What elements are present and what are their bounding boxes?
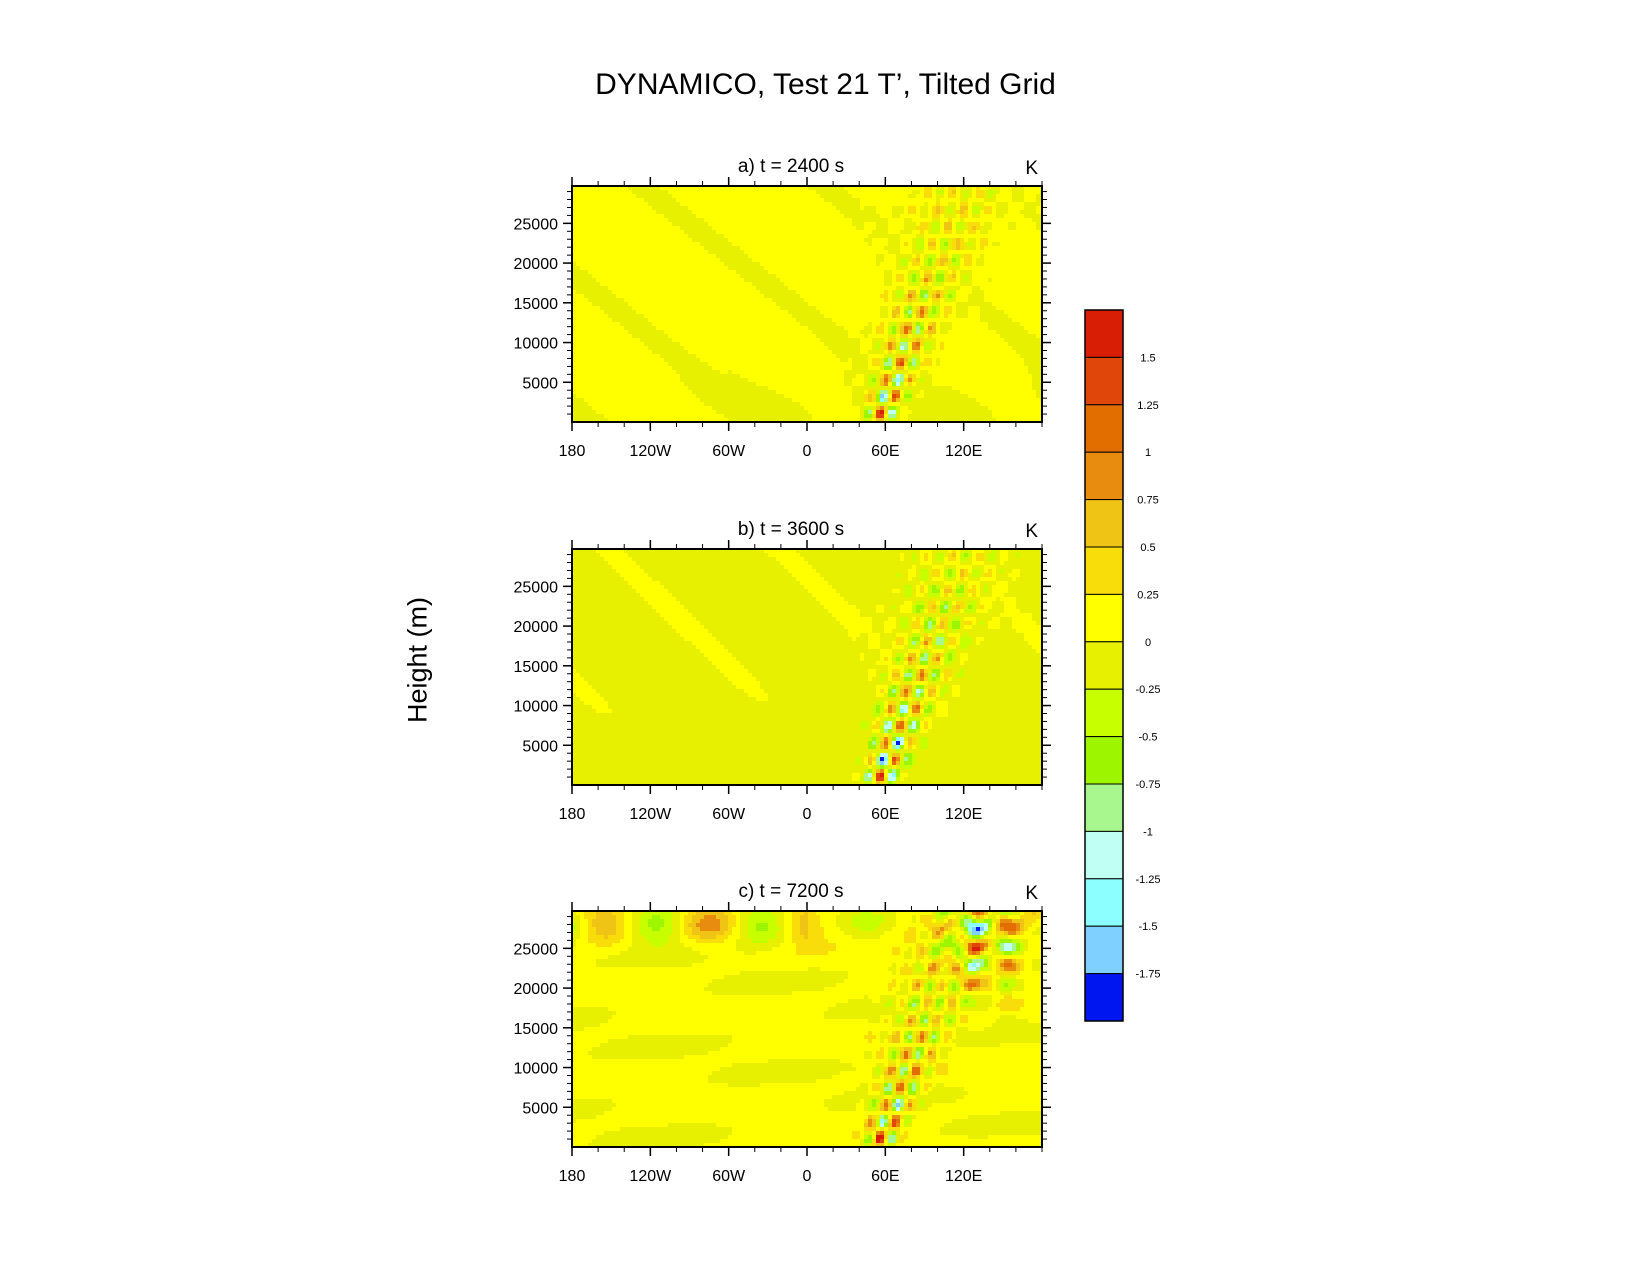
x-tick-label: 60W — [712, 806, 746, 823]
colorbar-label: -1.5 — [1139, 921, 1158, 933]
colorbar-swatch — [1084, 925, 1124, 975]
x-tick-label: 60W — [712, 443, 746, 460]
colorbar-label: 1.25 — [1137, 400, 1158, 412]
contour-field — [572, 549, 1042, 785]
colorbar-label: 1 — [1145, 447, 1151, 459]
x-tick-label: 60E — [871, 1168, 899, 1185]
x-tick-label: 120W — [629, 443, 672, 460]
x-tick-label: 0 — [803, 443, 812, 460]
x-tick-label: 180 — [559, 806, 586, 823]
colorbar-label: -1.25 — [1135, 874, 1160, 886]
units-label: K — [1025, 158, 1038, 179]
colorbar-swatch — [1084, 546, 1124, 595]
y-tick-label: 20000 — [514, 981, 559, 998]
y-tick-label: 5000 — [522, 1100, 558, 1117]
figure-title: DYNAMICO, Test 21 T’, Tilted Grid — [0, 68, 1651, 102]
y-tick-label: 15000 — [514, 659, 559, 676]
colorbar-label: 0.5 — [1140, 542, 1155, 554]
x-tick-label: 0 — [803, 806, 812, 823]
y-tick-label: 5000 — [522, 738, 558, 755]
colorbar-label: -1.75 — [1135, 969, 1160, 981]
colorbar-swatch — [1084, 593, 1124, 643]
colorbar-label: 1.5 — [1140, 352, 1155, 364]
colorbar-label: -1 — [1143, 826, 1153, 838]
x-tick-label: 180 — [559, 443, 586, 460]
x-tick-label: 120W — [629, 806, 672, 823]
colorbar-label: -0.25 — [1135, 684, 1160, 696]
y-tick-label: 25000 — [514, 941, 559, 958]
y-tick-label: 20000 — [514, 619, 559, 636]
colorbar-label: 0 — [1145, 637, 1151, 649]
contour-field — [572, 911, 1042, 1147]
y-tick-label: 10000 — [514, 699, 559, 716]
units-label: K — [1025, 521, 1038, 542]
colorbar-swatch — [1084, 830, 1124, 880]
panel-title: c) t = 7200 s — [738, 881, 843, 902]
panel-1: 180 120W 60W 0 60E 120E 5000 10000 15000 20000 250… — [514, 519, 1051, 823]
colorbar-swatch — [1084, 404, 1124, 453]
contour-field — [572, 186, 1042, 422]
y-tick-label: 10000 — [514, 336, 559, 353]
colorbar-swatch — [1084, 973, 1124, 1022]
colorbar-label: -0.5 — [1139, 732, 1158, 744]
colorbar-swatch — [1084, 309, 1124, 358]
colorbar-swatch — [1084, 451, 1124, 501]
panel-0: 180 120W 60W 0 60E 120E 5000 10000 15000 20000 250… — [514, 156, 1051, 460]
panel-2: 180 120W 60W 0 60E 120E 5000 10000 15000 20000 250… — [514, 881, 1051, 1185]
x-tick-label: 60E — [871, 443, 899, 460]
x-tick-label: 0 — [803, 1168, 812, 1185]
x-tick-label: 120E — [945, 806, 982, 823]
colorbar-label: -0.75 — [1135, 779, 1160, 791]
x-tick-label: 120W — [629, 1168, 672, 1185]
y-tick-label: 15000 — [514, 296, 559, 313]
colorbar-swatch — [1084, 736, 1124, 785]
colorbar-swatch — [1084, 356, 1124, 406]
x-tick-label: 180 — [559, 1168, 586, 1185]
colorbar-swatch — [1084, 688, 1124, 738]
panel-title: b) t = 3600 s — [738, 519, 844, 540]
colorbar-swatch — [1084, 783, 1124, 832]
colorbar-swatch — [1084, 878, 1124, 927]
colorbar-label: 0.75 — [1137, 495, 1158, 507]
colorbar: 1.5 1.25 1 0.75 0.5 0.25 0 -0.25 -0.5 -0.75 -1 -1.2… — [1084, 309, 1161, 1022]
colorbar-swatch — [1084, 499, 1124, 548]
y-tick-label: 5000 — [522, 375, 558, 392]
x-tick-label: 60W — [712, 1168, 746, 1185]
y-tick-label: 20000 — [514, 256, 559, 273]
panel-title: a) t = 2400 s — [738, 156, 844, 177]
x-tick-label: 120E — [945, 443, 982, 460]
y-tick-label: 25000 — [514, 579, 559, 596]
colorbar-label: 0.25 — [1137, 589, 1158, 601]
x-tick-label: 60E — [871, 806, 899, 823]
units-label: K — [1025, 883, 1038, 904]
x-tick-label: 120E — [945, 1168, 982, 1185]
y-tick-label: 15000 — [514, 1021, 559, 1038]
colorbar-swatch — [1084, 641, 1124, 690]
y-tick-label: 10000 — [514, 1061, 559, 1078]
y-tick-label: 25000 — [514, 216, 559, 233]
